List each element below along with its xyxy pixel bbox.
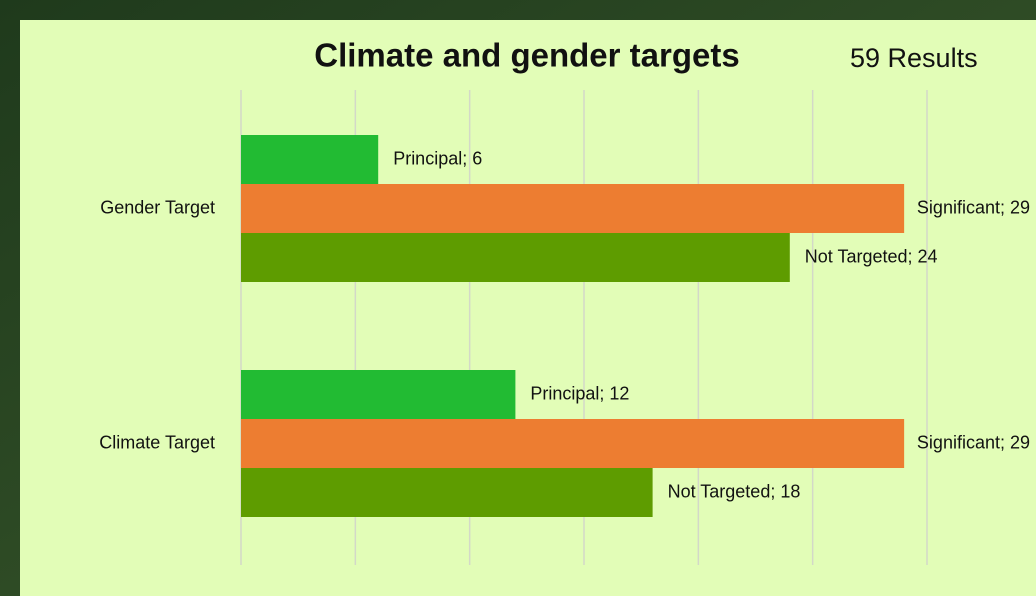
bar <box>241 135 378 184</box>
bar <box>241 184 904 233</box>
data-label: Not Targeted; 24 <box>805 246 938 266</box>
data-label: Significant; 29 <box>917 197 1030 217</box>
data-label: Significant; 29 <box>917 432 1030 452</box>
chart: Climate and gender targets 59 Results Ge… <box>0 0 1036 596</box>
bar <box>241 233 790 282</box>
bar <box>241 370 515 419</box>
data-label: Principal; 12 <box>530 383 629 403</box>
y-tick-label: Climate Target <box>99 432 215 452</box>
result-count: 59 Results <box>850 43 978 73</box>
chart-title: Climate and gender targets <box>314 37 739 74</box>
y-tick-label: Gender Target <box>100 197 215 217</box>
bar <box>241 468 653 517</box>
data-label: Not Targeted; 18 <box>668 481 801 501</box>
data-label: Principal; 6 <box>393 148 482 168</box>
bar <box>241 419 904 468</box>
